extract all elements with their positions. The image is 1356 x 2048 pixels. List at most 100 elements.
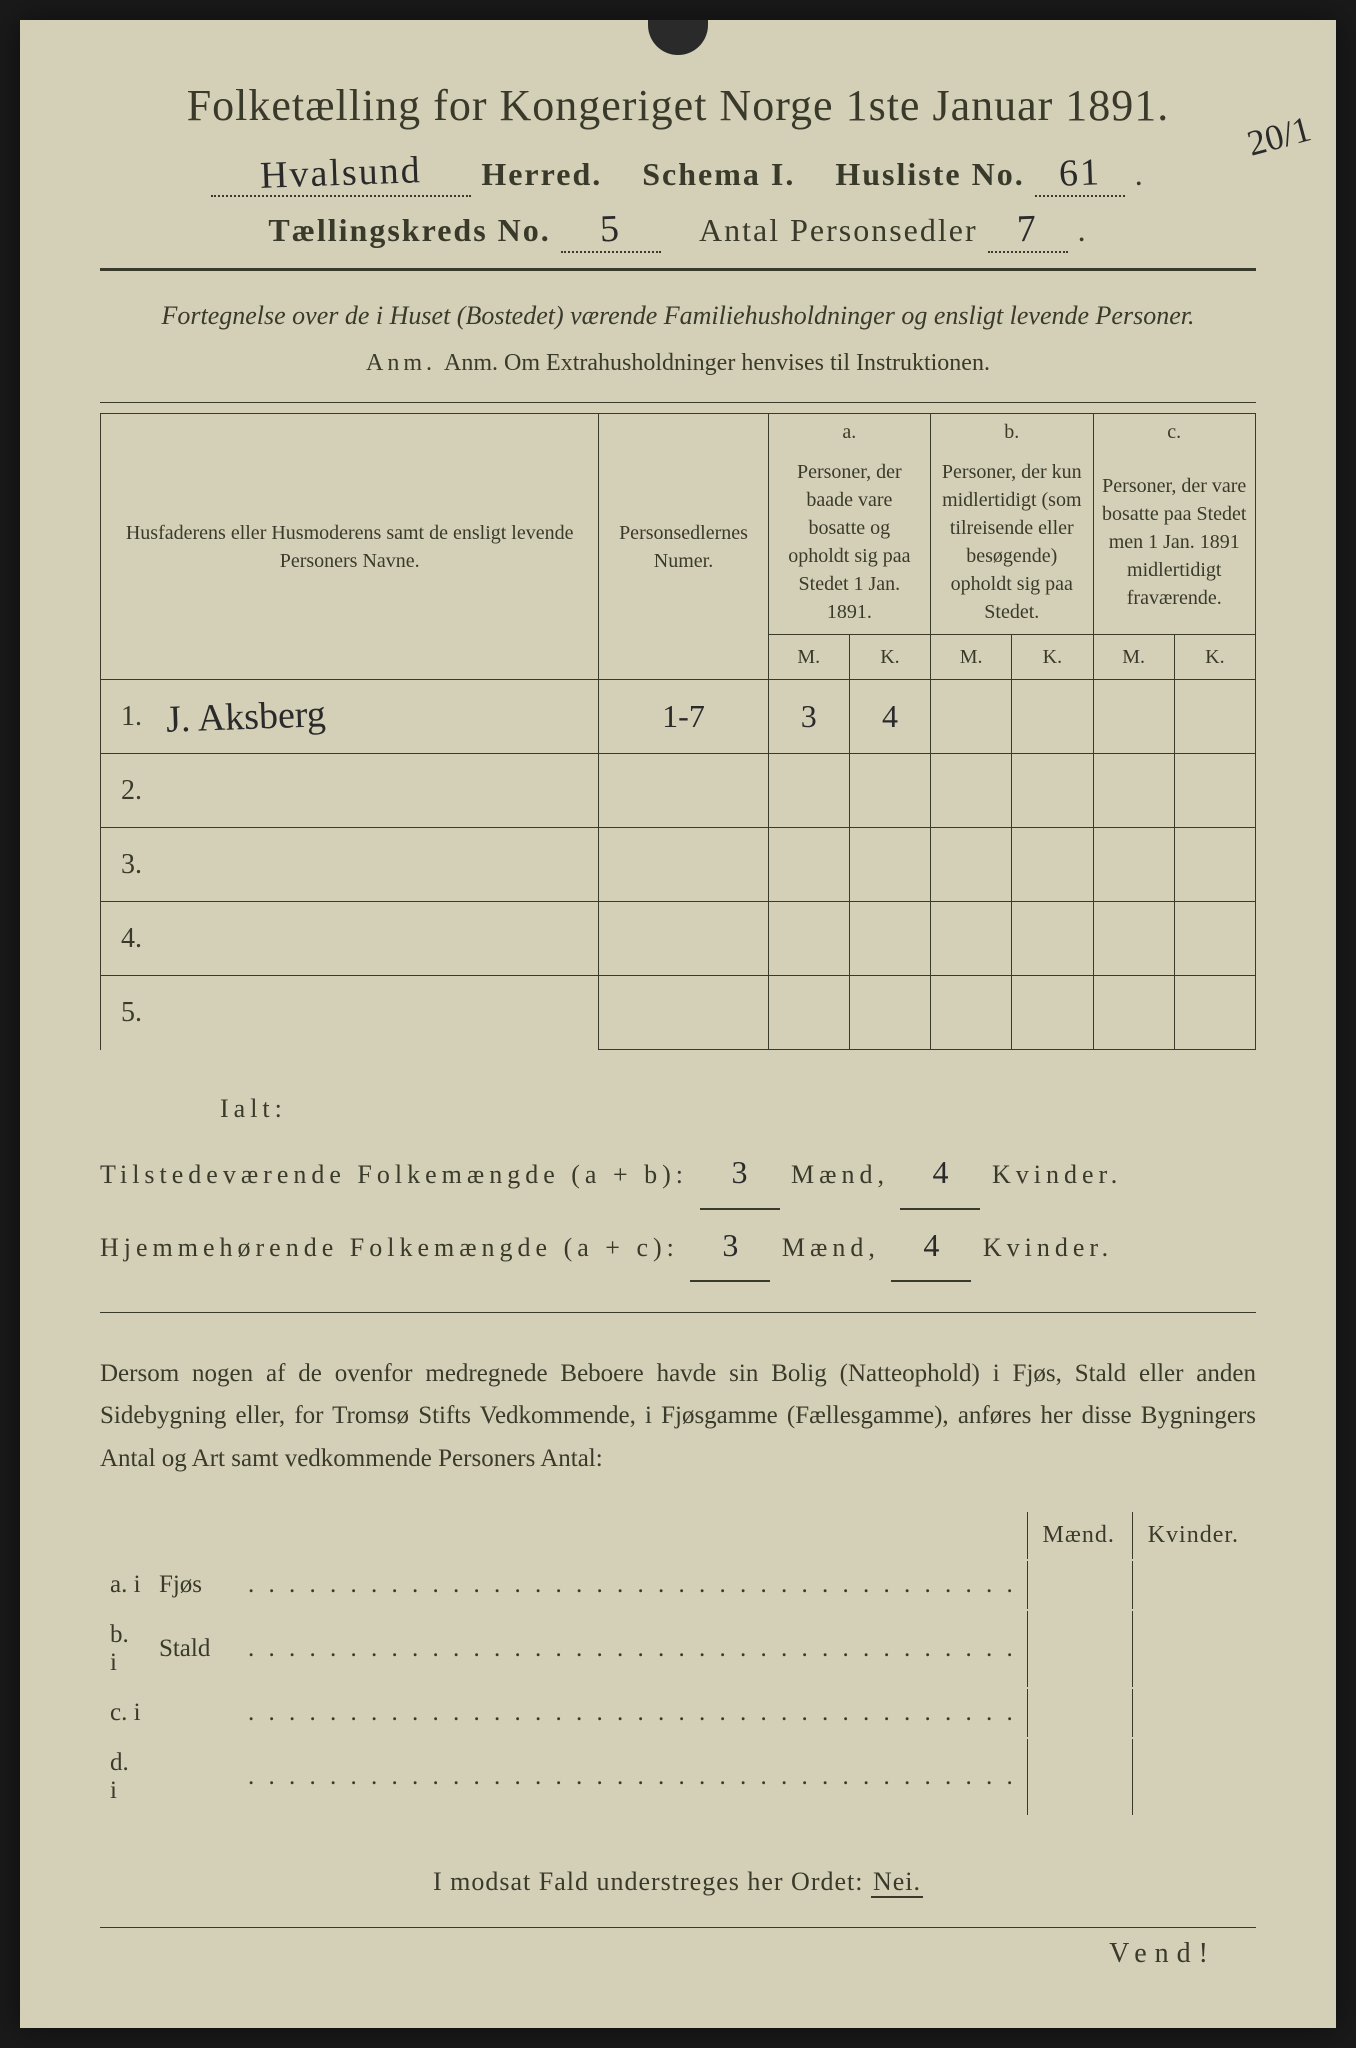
table-row: 3. bbox=[101, 828, 1256, 902]
sub-label: b. i bbox=[102, 1611, 149, 1687]
row-c-k bbox=[1174, 976, 1255, 1050]
maend-label-1: Mænd, bbox=[791, 1160, 889, 1189]
dots: . . . . . . . . . . . . . . . . . . . . … bbox=[240, 1611, 1025, 1687]
herred-label: Herred. bbox=[481, 156, 602, 192]
building-table: Mænd. Kvinder. a. iFjøs . . . . . . . . … bbox=[100, 1510, 1256, 1817]
row-b-k bbox=[1012, 828, 1093, 902]
row-number: 5. bbox=[101, 976, 158, 1050]
row-b-m bbox=[931, 754, 1012, 828]
building-row: b. iStald . . . . . . . . . . . . . . . … bbox=[102, 1611, 1254, 1687]
row-number: 4. bbox=[101, 902, 158, 976]
sub-kind: Fjøs bbox=[151, 1561, 238, 1609]
row-a-m bbox=[768, 976, 849, 1050]
nei-word: Nei. bbox=[871, 1867, 923, 1898]
row-name bbox=[158, 754, 599, 828]
row-a-k bbox=[849, 828, 930, 902]
table-row: 1.J. Aksberg1-734 bbox=[101, 680, 1256, 754]
sub-m bbox=[1027, 1561, 1130, 1609]
sub-label: c. i bbox=[102, 1689, 149, 1737]
row-num: 1-7 bbox=[599, 680, 768, 754]
th-b: Personer, der kun midlertidigt (som tilr… bbox=[931, 450, 1093, 635]
sub-head-m: Mænd. bbox=[1027, 1512, 1130, 1559]
antal-label: Antal Personsedler bbox=[699, 212, 978, 248]
row-num bbox=[599, 902, 768, 976]
body-paragraph: Dersom nogen af de ovenfor medregnede Be… bbox=[100, 1353, 1256, 1481]
th-c-m: M. bbox=[1093, 635, 1174, 680]
row-b-m bbox=[931, 902, 1012, 976]
row-name bbox=[158, 976, 599, 1050]
th-c: Personer, der vare bosatte paa Stedet me… bbox=[1093, 450, 1256, 635]
row-num bbox=[599, 976, 768, 1050]
th-b-m: M. bbox=[931, 635, 1012, 680]
document-title: Folketælling for Kongeriget Norge 1ste J… bbox=[100, 80, 1256, 131]
sub-m bbox=[1027, 1689, 1130, 1737]
schema-label: Schema I. bbox=[642, 156, 795, 192]
row-c-m bbox=[1093, 976, 1174, 1050]
sub-m bbox=[1027, 1611, 1130, 1687]
dots: . . . . . . . . . . . . . . . . . . . . … bbox=[240, 1739, 1025, 1815]
row-name bbox=[158, 828, 599, 902]
sub-k bbox=[1132, 1739, 1254, 1815]
row-c-m bbox=[1093, 902, 1174, 976]
th-b-k: K. bbox=[1012, 635, 1093, 680]
row-a-k bbox=[849, 754, 930, 828]
husliste-value: 61 bbox=[1058, 150, 1102, 195]
sub-head-k: Kvinder. bbox=[1132, 1512, 1254, 1559]
sub-label: a. i bbox=[102, 1561, 149, 1609]
sub-m bbox=[1027, 1739, 1130, 1815]
th-c-label: c. bbox=[1093, 414, 1256, 451]
row-c-m bbox=[1093, 680, 1174, 754]
row-c-m bbox=[1093, 828, 1174, 902]
table-row: 2. bbox=[101, 754, 1256, 828]
row-name bbox=[158, 902, 599, 976]
row-num bbox=[599, 828, 768, 902]
dots: . . . . . . . . . . . . . . . . . . . . … bbox=[240, 1561, 1025, 1609]
antal-value: 7 bbox=[1016, 207, 1039, 252]
row-number: 1. bbox=[101, 680, 158, 754]
total-a-k: 4 bbox=[932, 1154, 948, 1190]
row-b-k bbox=[1012, 902, 1093, 976]
row-a-m: 3 bbox=[768, 680, 849, 754]
table-row: 4. bbox=[101, 902, 1256, 976]
anm-note: Anm. Anm. Om Extrahusholdninger henvises… bbox=[100, 350, 1256, 377]
totals-block: Ialt: Tilstedeværende Folkemængde (a + b… bbox=[100, 1080, 1256, 1282]
dots: . . . . . . . . . . . . . . . . . . . . … bbox=[240, 1689, 1025, 1737]
row-b-k bbox=[1012, 976, 1093, 1050]
table-row: 5. bbox=[101, 976, 1256, 1050]
sub-k bbox=[1132, 1611, 1254, 1687]
total-a-label: Tilstedeværende Folkemængde (a + b): bbox=[100, 1160, 688, 1189]
census-table: Husfaderens eller Husmoderens samt de en… bbox=[100, 413, 1256, 1050]
ialt-label: Ialt: bbox=[220, 1080, 1256, 1137]
row-c-k bbox=[1174, 828, 1255, 902]
row-b-m bbox=[931, 680, 1012, 754]
sub-k bbox=[1132, 1561, 1254, 1609]
kvinder-label-1: Kvinder. bbox=[992, 1160, 1122, 1189]
row-a-k: 4 bbox=[849, 680, 930, 754]
row-name: J. Aksberg bbox=[158, 680, 599, 754]
sub-kind: Stald bbox=[151, 1611, 238, 1687]
vend-label: Vend! bbox=[100, 1927, 1256, 1970]
header-line-1: Hvalsund Herred. Schema I. Husliste No. … bbox=[100, 151, 1256, 197]
building-row: c. i . . . . . . . . . . . . . . . . . .… bbox=[102, 1689, 1254, 1737]
th-a-m: M. bbox=[768, 635, 849, 680]
total-b-label: Hjemmehørende Folkemængde (a + c): bbox=[100, 1233, 679, 1262]
row-c-k bbox=[1174, 680, 1255, 754]
husliste-label: Husliste No. bbox=[835, 156, 1024, 192]
th-a-k: K. bbox=[849, 635, 930, 680]
census-form-page: 20/1 Folketælling for Kongeriget Norge 1… bbox=[20, 20, 1336, 2028]
total-a-m: 3 bbox=[732, 1154, 748, 1190]
th-b-label: b. bbox=[931, 414, 1093, 451]
row-a-m bbox=[768, 828, 849, 902]
sub-k bbox=[1132, 1689, 1254, 1737]
th-a: Personer, der baade vare bosatte og opho… bbox=[768, 450, 930, 635]
sub-kind bbox=[151, 1689, 238, 1737]
row-b-m bbox=[931, 976, 1012, 1050]
row-a-m bbox=[768, 902, 849, 976]
total-b-k: 4 bbox=[923, 1227, 939, 1263]
nei-line: I modsat Fald understreges her Ordet: Ne… bbox=[100, 1867, 1256, 1897]
row-a-k bbox=[849, 902, 930, 976]
sub-kind bbox=[151, 1739, 238, 1815]
building-row: a. iFjøs . . . . . . . . . . . . . . . .… bbox=[102, 1561, 1254, 1609]
row-c-k bbox=[1174, 754, 1255, 828]
th-name: Husfaderens eller Husmoderens samt de en… bbox=[101, 414, 599, 680]
